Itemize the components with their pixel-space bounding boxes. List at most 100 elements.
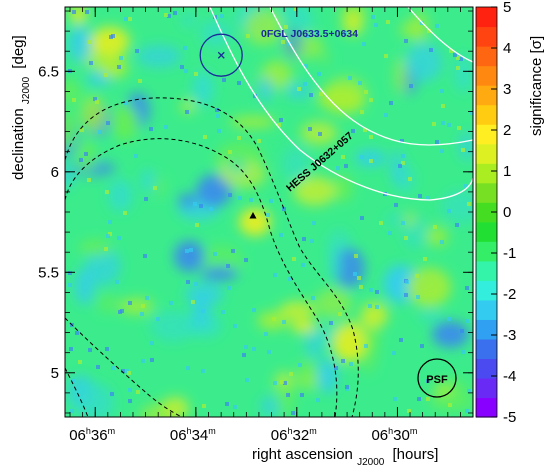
hess-contour-outer	[407, 7, 473, 63]
map-pixel	[426, 379, 430, 383]
map-pixel	[362, 42, 366, 46]
colorbar-title: significance [σ]	[528, 36, 545, 136]
map-pixel	[287, 42, 291, 46]
map-pixel	[457, 126, 461, 130]
map-pixel	[199, 204, 203, 208]
map-pixel	[237, 81, 241, 85]
low-significance-region	[453, 55, 473, 93]
map-pixel	[448, 403, 452, 407]
map-pixel	[119, 56, 123, 60]
colorbar-band	[476, 124, 497, 145]
map-pixel	[85, 10, 89, 14]
map-pixel	[117, 236, 121, 240]
colorbar-band	[476, 7, 497, 28]
map-pixel-noise	[68, 7, 473, 415]
map-pixel	[292, 257, 296, 261]
low-significance-region	[260, 396, 282, 417]
colorbar-tick-label: 5	[503, 0, 511, 16]
map-pixel	[128, 17, 132, 21]
map-pixel	[209, 207, 213, 211]
map-pixel	[264, 332, 268, 336]
map-pixel	[242, 353, 246, 357]
map-pixel	[447, 209, 451, 213]
map-pixel	[68, 283, 72, 287]
y-axis-title: declination J2000 [deg]	[10, 35, 33, 180]
map-pixel	[164, 125, 168, 129]
high-significance-region	[393, 56, 409, 95]
map-pixel	[386, 20, 390, 24]
map-pixel	[145, 296, 149, 300]
map-pixel	[150, 358, 154, 362]
colorbar-band	[476, 299, 497, 320]
map-pixel	[375, 305, 379, 309]
map-pixel	[341, 359, 345, 363]
map-pixel	[123, 211, 127, 215]
map-pixel	[301, 263, 305, 267]
map-pixel	[150, 341, 154, 345]
map-pixel	[72, 98, 76, 102]
high-significance-region	[334, 174, 353, 203]
low-significance-region	[200, 267, 239, 281]
high-significance-region	[332, 323, 366, 363]
high-significance-region	[300, 357, 314, 386]
map-pixel	[95, 100, 99, 104]
high-significance-region	[342, 16, 364, 36]
map-pixel	[201, 369, 205, 373]
map-pixel	[447, 317, 451, 321]
map-pixel	[353, 272, 357, 276]
colorbar-tick-label: 0	[503, 204, 511, 221]
map-pixel	[357, 276, 361, 280]
map-pixel	[220, 14, 224, 18]
x-axis-title: right ascension J2000 [hours]	[252, 446, 438, 468]
psf-circle	[417, 358, 457, 398]
map-pixel	[87, 178, 91, 182]
map-pixel	[338, 312, 342, 316]
map-pixel	[398, 164, 402, 168]
map-pixel	[286, 393, 290, 397]
map-pixel	[363, 128, 367, 132]
map-pixel	[227, 286, 231, 290]
map-pixel	[231, 249, 235, 253]
map-pixel	[283, 381, 287, 385]
map-pixel	[404, 39, 408, 43]
map-pixel	[284, 25, 288, 29]
map-pixel	[75, 331, 79, 335]
colorbar-band	[476, 143, 497, 164]
x-tick-label: 06h36m	[69, 426, 115, 444]
map-pixel	[195, 223, 199, 227]
map-pixel	[143, 254, 147, 258]
exposure-contour-upper	[65, 97, 359, 417]
map-pixel	[461, 350, 465, 354]
map-pixel	[144, 197, 148, 201]
map-pixel	[153, 186, 157, 190]
high-significance-region	[139, 403, 178, 417]
map-pixel	[426, 196, 430, 200]
map-pixel	[281, 40, 285, 44]
map-pixel	[465, 286, 469, 290]
high-significance-region	[276, 379, 295, 417]
map-pixel	[217, 129, 221, 133]
high-significance-region	[69, 7, 87, 25]
colorbar-ticks: -5 -4 -3 -2 -1 0 1 2 3 4 5	[491, 0, 516, 426]
map-pixel	[371, 15, 375, 19]
low-significance-region	[390, 149, 404, 186]
map-pixel	[128, 399, 132, 403]
low-significance-region	[150, 310, 196, 343]
map-pixel	[169, 301, 173, 305]
low-significance-region	[68, 26, 92, 63]
map-pixel	[213, 252, 217, 256]
fermi-source-label: 0FGL J0633.5+0634	[261, 28, 358, 40]
map-pixel	[69, 347, 73, 351]
high-significance-region	[244, 8, 283, 46]
map-pixel	[202, 404, 206, 408]
map-pixel	[312, 221, 316, 225]
significance-map: 0FGL J0633.5+0634 HESS J0632+057 PSF	[65, 7, 473, 417]
map-pixel	[297, 87, 301, 91]
map-pixel	[456, 66, 460, 70]
low-significance-region	[386, 212, 407, 228]
map-pixel	[138, 79, 142, 83]
hess-contour-middle	[269, 7, 473, 146]
map-pixel	[420, 344, 424, 348]
map-pixel	[93, 97, 97, 101]
map-pixel	[291, 411, 295, 415]
